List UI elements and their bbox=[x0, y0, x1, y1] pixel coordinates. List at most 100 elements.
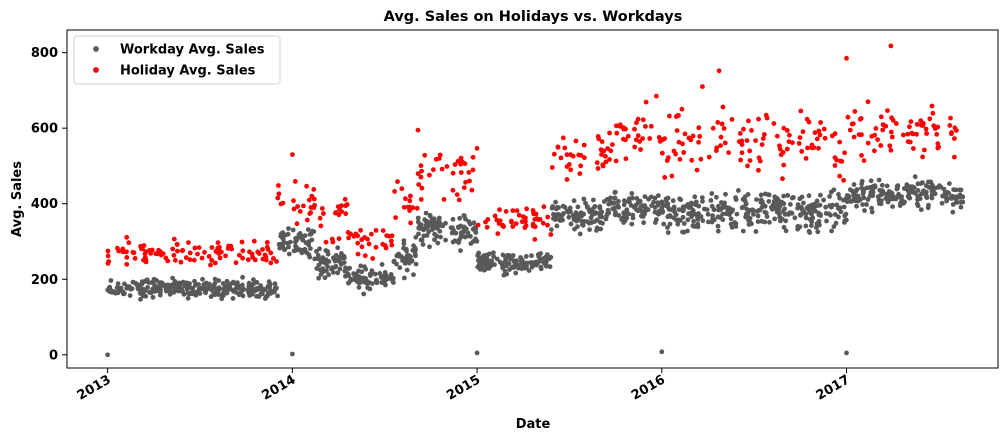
workday-point bbox=[154, 286, 160, 292]
holiday-point bbox=[264, 240, 270, 245]
workday-point bbox=[755, 219, 761, 225]
holiday-point bbox=[763, 112, 769, 118]
workday-point bbox=[592, 204, 597, 210]
holiday-point bbox=[321, 211, 326, 216]
workday-point bbox=[136, 286, 141, 292]
workday-point bbox=[216, 278, 222, 283]
holiday-point bbox=[474, 145, 480, 151]
workday-point bbox=[904, 182, 910, 188]
workday-point bbox=[884, 183, 890, 189]
workday-point bbox=[435, 240, 441, 246]
holiday-point bbox=[920, 154, 925, 160]
workday-point bbox=[610, 206, 616, 212]
workday-point bbox=[481, 267, 487, 273]
workday-point bbox=[461, 229, 466, 235]
workday-point bbox=[851, 182, 857, 187]
workday-point bbox=[692, 194, 698, 200]
holiday-point bbox=[780, 150, 786, 155]
holiday-point bbox=[373, 244, 379, 250]
holiday-point bbox=[643, 124, 648, 129]
holiday-point bbox=[275, 195, 281, 201]
workday-point bbox=[747, 208, 753, 213]
holiday-point bbox=[696, 125, 702, 131]
workday-point bbox=[766, 199, 772, 204]
holiday-point bbox=[484, 224, 490, 230]
workday-point bbox=[413, 261, 419, 267]
workday-point bbox=[844, 350, 849, 356]
workday-point bbox=[470, 239, 476, 244]
holiday-point bbox=[143, 259, 149, 265]
workday-point bbox=[230, 296, 236, 301]
holiday-point bbox=[599, 139, 605, 145]
holiday-point bbox=[317, 215, 323, 221]
holiday-point bbox=[186, 240, 191, 246]
workday-point bbox=[814, 221, 820, 227]
holiday-point bbox=[540, 220, 546, 226]
workday-point bbox=[251, 277, 256, 282]
holiday-point bbox=[859, 153, 864, 158]
workday-point bbox=[612, 190, 618, 195]
workday-point bbox=[685, 217, 691, 223]
holiday-point bbox=[545, 222, 550, 228]
workday-point bbox=[345, 271, 351, 277]
holiday-point bbox=[469, 187, 475, 193]
workday-point bbox=[199, 285, 205, 291]
holiday-point bbox=[638, 147, 643, 152]
workday-point bbox=[801, 200, 806, 206]
holiday-point bbox=[541, 204, 547, 210]
workday-point bbox=[518, 255, 523, 260]
holiday-point bbox=[187, 257, 193, 263]
workday-point bbox=[906, 185, 912, 191]
holiday-point bbox=[613, 123, 619, 129]
workday-point bbox=[716, 203, 721, 209]
workday-point bbox=[728, 209, 733, 215]
workday-point bbox=[185, 295, 191, 301]
workday-point bbox=[308, 246, 313, 251]
workday-point bbox=[605, 207, 611, 213]
workday-point bbox=[211, 290, 217, 296]
workday-point bbox=[682, 204, 688, 210]
workday-point bbox=[509, 264, 515, 270]
holiday-point bbox=[439, 166, 445, 172]
holiday-point bbox=[607, 157, 612, 162]
holiday-point bbox=[245, 257, 251, 263]
workday-point bbox=[491, 254, 497, 259]
workday-point bbox=[470, 226, 476, 232]
workday-point bbox=[461, 224, 467, 230]
workday-point bbox=[437, 228, 443, 234]
workday-point bbox=[705, 211, 711, 217]
holiday-point bbox=[578, 163, 584, 169]
workday-point bbox=[573, 210, 579, 216]
workday-point bbox=[915, 197, 920, 203]
holiday-point bbox=[873, 125, 879, 131]
holiday-point bbox=[787, 132, 792, 138]
holiday-point bbox=[952, 136, 957, 142]
workday-point bbox=[912, 190, 918, 196]
workday-point bbox=[755, 213, 761, 219]
holiday-point bbox=[930, 110, 936, 116]
workday-point bbox=[299, 249, 305, 255]
holiday-point bbox=[887, 143, 893, 149]
workday-point bbox=[924, 195, 930, 201]
workday-point bbox=[552, 217, 558, 222]
holiday-point bbox=[358, 227, 363, 233]
holiday-point bbox=[799, 149, 805, 154]
workday-point bbox=[827, 194, 832, 199]
workday-point bbox=[680, 214, 686, 220]
workday-point bbox=[663, 203, 668, 209]
workday-point bbox=[606, 197, 612, 202]
holiday-point bbox=[594, 160, 600, 166]
holiday-point bbox=[576, 152, 582, 158]
workday-point bbox=[418, 237, 424, 243]
holiday-point bbox=[613, 158, 619, 164]
workday-point bbox=[886, 197, 892, 203]
workday-point bbox=[854, 203, 859, 209]
workday-point bbox=[526, 268, 532, 273]
holiday-point bbox=[875, 137, 880, 143]
workday-point bbox=[346, 280, 351, 286]
holiday-point bbox=[343, 203, 349, 209]
workday-point bbox=[581, 196, 587, 202]
holiday-point bbox=[935, 141, 941, 147]
holiday-point bbox=[809, 142, 815, 148]
holiday-point bbox=[746, 118, 751, 124]
